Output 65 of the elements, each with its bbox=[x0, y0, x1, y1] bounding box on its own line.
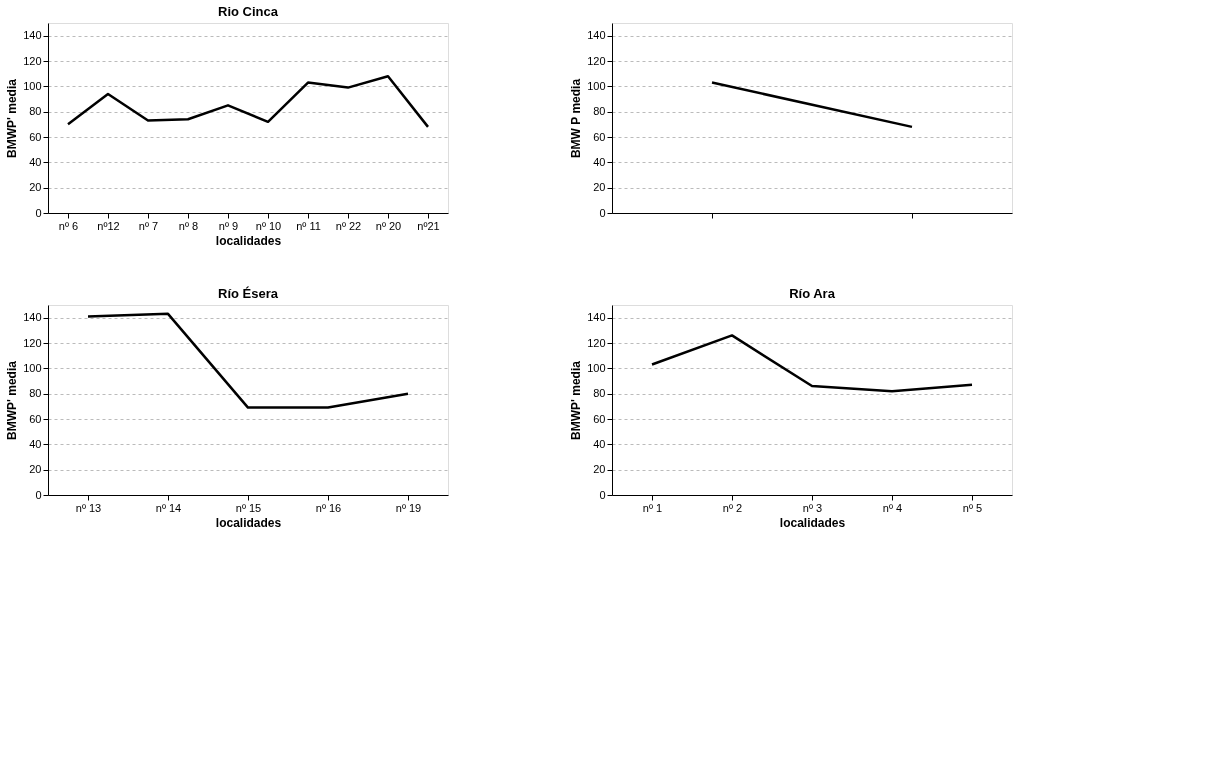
x-axis-title: localidades bbox=[215, 515, 282, 530]
x-tick-label: nº 11 bbox=[296, 219, 321, 232]
y-axis-title: BMWP' media bbox=[5, 78, 20, 158]
y-axis-title: BMWP' media bbox=[5, 360, 20, 440]
y-tick-label: 100 bbox=[23, 79, 42, 92]
y-tick-label: 100 bbox=[23, 361, 42, 374]
x-tick-label: nº 20 bbox=[375, 219, 402, 232]
y-axis-title: BMWP' media bbox=[569, 360, 584, 440]
y-tick-label: 140 bbox=[587, 29, 606, 42]
y-tick-label: 40 bbox=[593, 155, 606, 168]
line-series bbox=[66, 74, 430, 129]
x-tick-label: nº 15 bbox=[235, 501, 262, 514]
chart-title: Río Ésera bbox=[218, 286, 279, 301]
x-tick-label: nº 19 bbox=[395, 501, 422, 514]
y-tick-label: 80 bbox=[593, 387, 606, 400]
chart-title: Rio Cinca bbox=[218, 4, 279, 19]
y-tick-label: 0 bbox=[599, 488, 606, 501]
x-tick-label: nº 16 bbox=[315, 501, 342, 514]
x-tick-label: nº 22 bbox=[335, 219, 362, 232]
x-axis-title: localidades bbox=[779, 515, 846, 530]
x-tick-label: nº12 bbox=[97, 219, 120, 232]
y-tick-label: 40 bbox=[29, 155, 42, 168]
x-axis-title: localidades bbox=[215, 233, 282, 248]
x-tick-label: nº 6 bbox=[58, 219, 79, 232]
y-tick-label: 20 bbox=[29, 463, 42, 476]
y-tick-label: 120 bbox=[587, 54, 606, 67]
line-series bbox=[650, 334, 974, 393]
y-tick-label: 80 bbox=[593, 105, 606, 118]
line-series bbox=[86, 312, 410, 409]
y-tick-label: 80 bbox=[29, 387, 42, 400]
y-tick-label: 20 bbox=[29, 181, 42, 194]
y-tick-label: 120 bbox=[23, 54, 42, 67]
y-tick-label: 0 bbox=[35, 206, 42, 219]
y-tick-label: 100 bbox=[587, 361, 606, 374]
x-tick-label: nº 13 bbox=[75, 501, 102, 514]
y-tick-label: 60 bbox=[593, 130, 606, 143]
x-tick-label: nº 7 bbox=[138, 219, 159, 232]
x-tick-label: nº 10 bbox=[255, 219, 282, 232]
y-tick-label: 120 bbox=[23, 336, 42, 349]
y-tick-label: 80 bbox=[29, 105, 42, 118]
x-tick-label: nº 1 bbox=[642, 501, 663, 514]
x-tick-label: nº 3 bbox=[802, 501, 823, 514]
y-tick-label: 60 bbox=[29, 130, 42, 143]
y-tick-label: 140 bbox=[23, 29, 42, 42]
x-tick-label: nº21 bbox=[417, 219, 440, 232]
x-tick-label: nº 2 bbox=[722, 501, 743, 514]
x-tick-label: nº 8 bbox=[178, 219, 199, 232]
y-tick-label: 20 bbox=[593, 181, 606, 194]
y-tick-label: 60 bbox=[593, 412, 606, 425]
y-tick-label: 140 bbox=[23, 311, 42, 324]
x-tick-label: nº 9 bbox=[218, 219, 239, 232]
y-tick-label: 60 bbox=[29, 412, 42, 425]
y-tick-label: 0 bbox=[599, 206, 606, 219]
y-axis-title: BMW P media bbox=[569, 78, 584, 159]
y-tick-label: 40 bbox=[593, 437, 606, 450]
x-tick-label: nº 5 bbox=[962, 501, 983, 514]
chart-title: Río Ara bbox=[789, 286, 836, 301]
x-tick-label: nº 4 bbox=[882, 501, 903, 514]
y-tick-label: 140 bbox=[587, 311, 606, 324]
y-tick-label: 0 bbox=[35, 488, 42, 501]
y-tick-label: 120 bbox=[587, 336, 606, 349]
y-tick-label: 100 bbox=[587, 79, 606, 92]
x-tick-label: nº 14 bbox=[155, 501, 182, 514]
y-tick-label: 20 bbox=[593, 463, 606, 476]
y-tick-label: 40 bbox=[29, 437, 42, 450]
